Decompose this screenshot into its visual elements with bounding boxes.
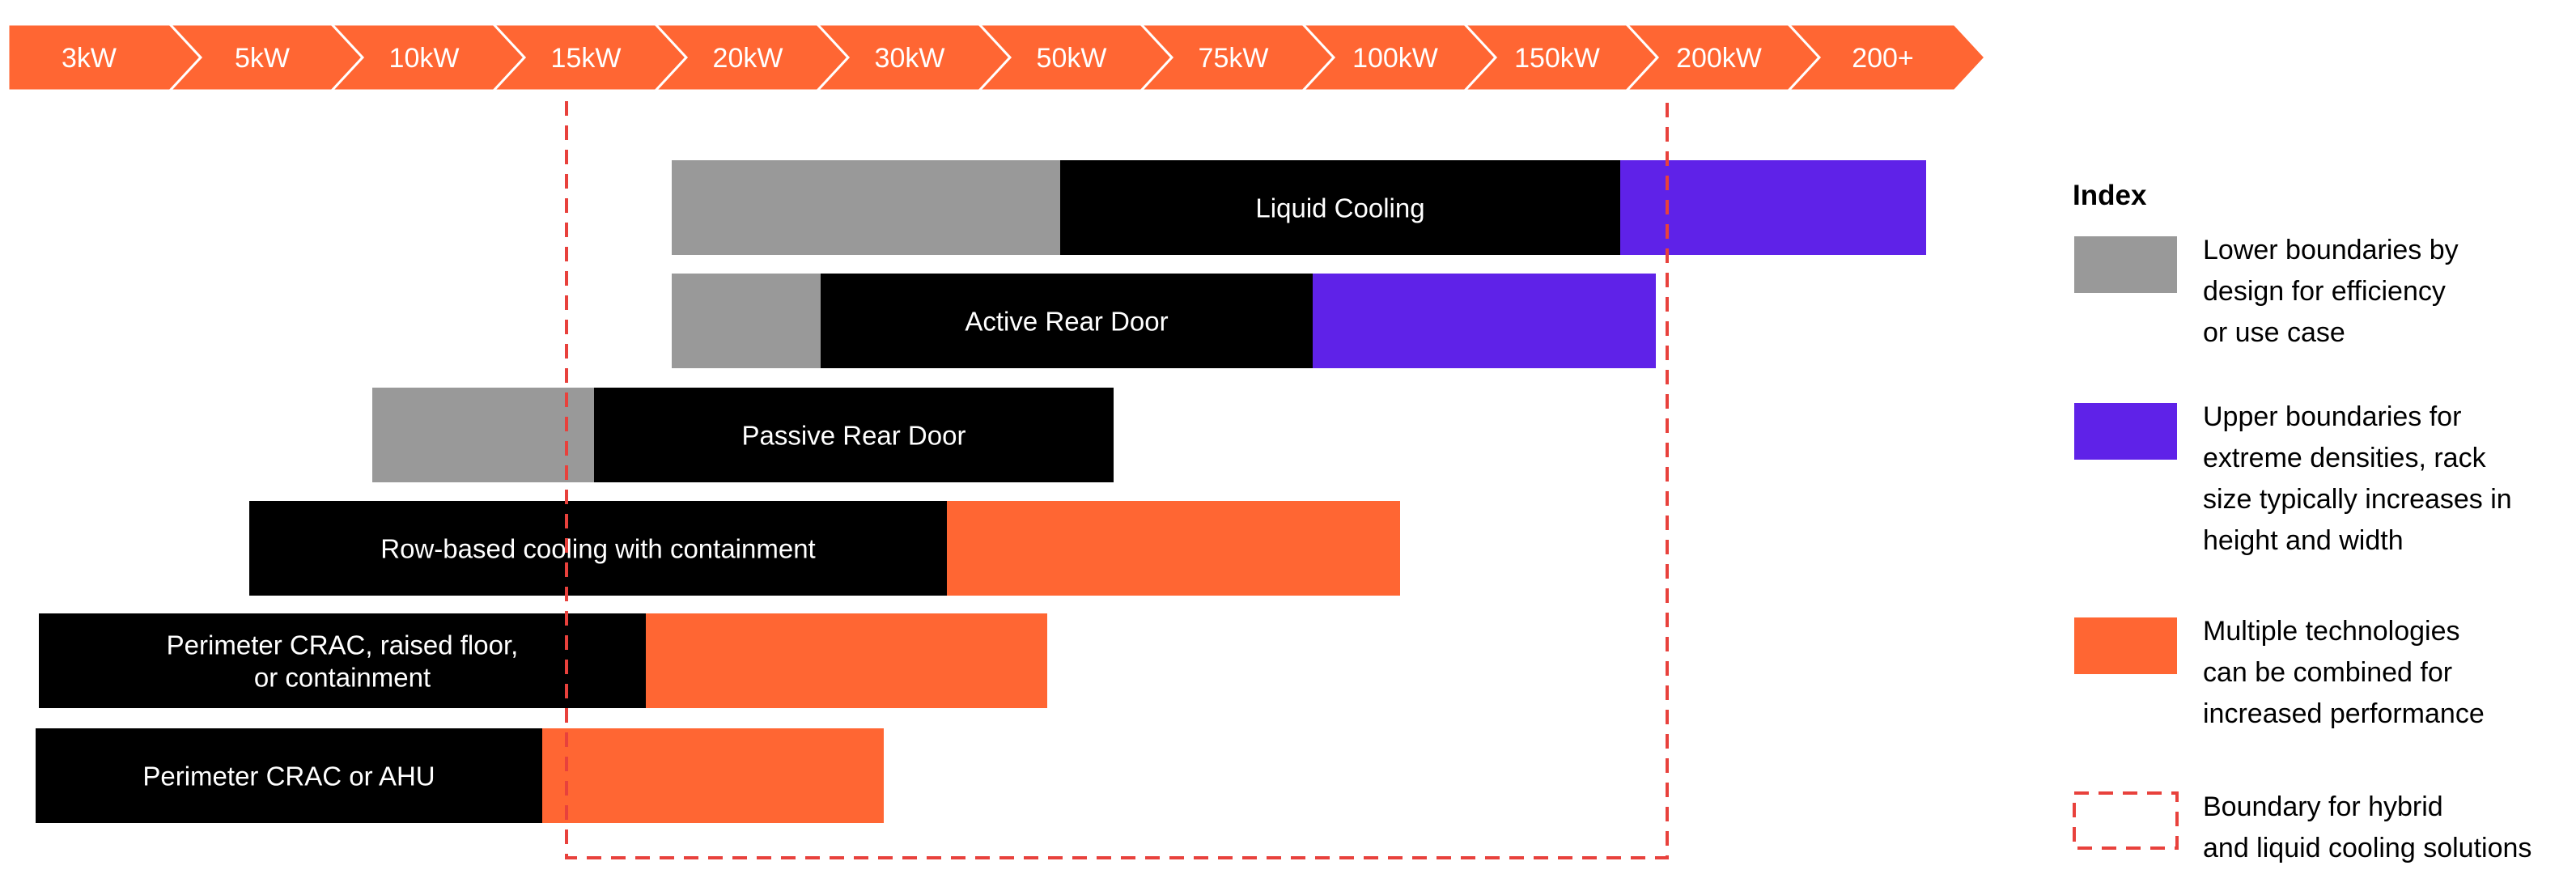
legend-item-boundary: Boundary for hybrid and liquid cooling so… [2073, 791, 2531, 863]
scale-label: 50kW [1037, 43, 1107, 74]
bar-label: Row-based cooling with containment [380, 534, 815, 564]
legend-item-upper: Upper boundaries for extreme densities, r… [2074, 401, 2512, 556]
bar-segment-upper [1620, 160, 1926, 255]
bar-label: Perimeter CRAC or AHU [142, 762, 435, 791]
scale-label: 150kW [1514, 43, 1600, 74]
cooling-row: Passive Rear Door [372, 388, 1114, 482]
scale-label: 100kW [1352, 43, 1438, 74]
hybrid-liquid-boundary [565, 101, 1669, 859]
power-scale-chevrons: 3kW 5kW 10kW 15kW 20kW 30kW 50kW 75kW 100kW 150kW… [6, 23, 1988, 92]
scale-label: 20kW [713, 43, 783, 74]
legend-swatch [2074, 617, 2177, 674]
scale-label: 15kW [551, 43, 622, 74]
legend-item-lower: Lower boundaries by design for efficiency… [2074, 235, 2459, 348]
bar-label: Liquid Cooling [1255, 193, 1424, 223]
legend-text: design for efficiency [2203, 276, 2446, 307]
legend-text: and liquid cooling solutions [2203, 833, 2531, 863]
legend: Index Lower boundaries by design for effi… [2073, 180, 2531, 863]
legend-swatch [2074, 236, 2177, 293]
legend-text: increased performance [2203, 698, 2485, 729]
bar-segment-core [36, 728, 542, 823]
cooling-row: Active Rear Door [672, 274, 1656, 368]
bar-segment-lower [372, 388, 594, 482]
legend-text: Lower boundaries by [2203, 235, 2459, 265]
cooling-row: Liquid Cooling [672, 160, 1926, 255]
legend-text: size typically increases in [2203, 484, 2512, 515]
bar-segment-upper [1313, 274, 1656, 368]
bar-segment-core [249, 501, 947, 596]
scale-label: 200kW [1676, 43, 1762, 74]
cooling-row: Perimeter CRAC or AHU [36, 728, 884, 823]
bar-segment-core [821, 274, 1313, 368]
boundary-outline [565, 101, 1669, 859]
legend-title: Index [2073, 180, 2147, 211]
scale-label: 75kW [1199, 43, 1269, 74]
bar-label: Passive Rear Door [742, 421, 966, 451]
legend-text: extreme densities, rack [2203, 443, 2487, 473]
legend-text: Multiple technologies [2203, 616, 2460, 647]
legend-text: height and width [2203, 525, 2404, 556]
bar-segment-lower [672, 160, 1060, 255]
legend-text: can be combined for [2203, 657, 2452, 688]
legend-text: Boundary for hybrid [2203, 791, 2443, 822]
bar-segment-lower [672, 274, 821, 368]
cooling-row: Perimeter CRAC, raised floor,or containm… [39, 613, 1047, 708]
bar-label: Active Rear Door [965, 307, 1168, 337]
legend-swatch [2073, 791, 2179, 850]
scale-label: 5kW [235, 43, 290, 74]
legend-item-multi: Multiple technologies can be combined for… [2074, 616, 2485, 729]
bar-segment-multi [542, 728, 884, 823]
scale-label: 10kW [389, 43, 460, 74]
scale-label: 30kW [875, 43, 945, 74]
scale-label: 3kW [62, 43, 117, 74]
bar-segment-core [39, 613, 646, 708]
bar-label: or containment [254, 663, 431, 693]
bar-segment-core [594, 388, 1114, 482]
bar-segment-multi [646, 613, 1047, 708]
legend-text: Upper boundaries for [2203, 401, 2461, 432]
bar-segment-multi [947, 501, 1400, 596]
legend-swatch [2074, 403, 2177, 460]
cooling-technology-bars: Liquid Cooling Active Rear Door Passive Re… [36, 160, 1926, 823]
scale-chevron [1785, 23, 1988, 92]
cooling-row: Row-based cooling with containment [249, 501, 1400, 596]
bar-label: Perimeter CRAC, raised floor, [167, 630, 519, 660]
legend-text: or use case [2203, 317, 2345, 348]
scale-label: 200+ [1852, 43, 1914, 74]
bar-segment-core [1060, 160, 1620, 255]
